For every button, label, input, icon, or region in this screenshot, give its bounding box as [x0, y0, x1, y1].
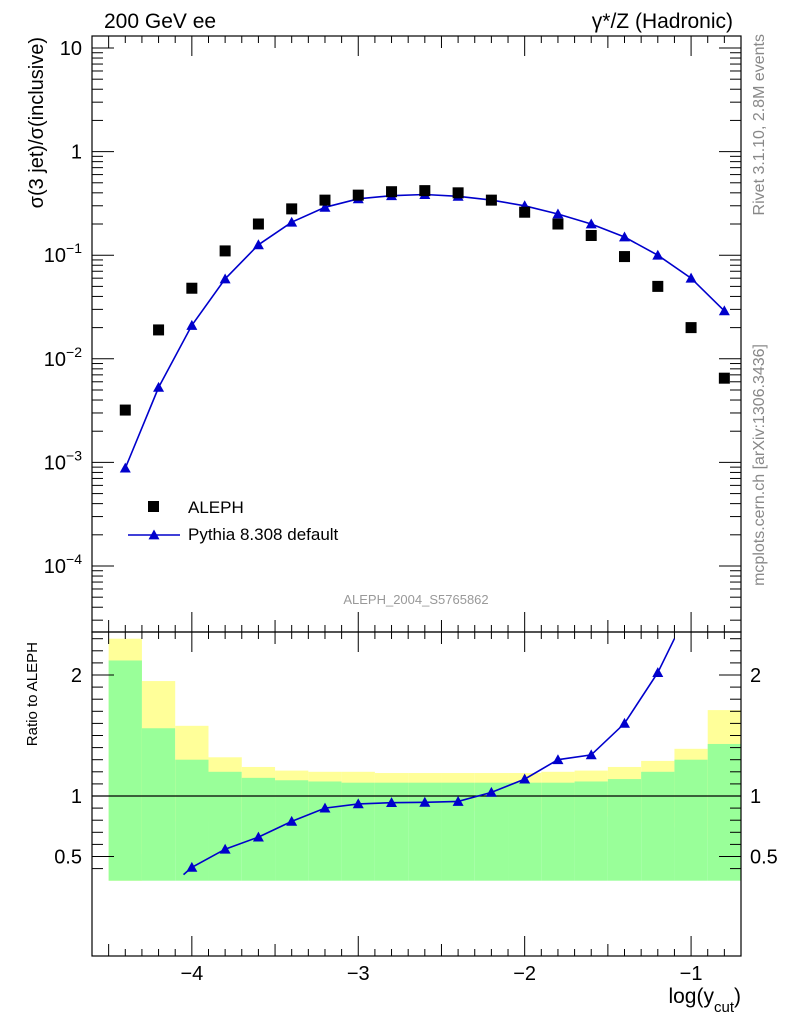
ratio-frame	[91, 631, 742, 957]
x-tick-label: −3	[347, 963, 370, 985]
data-marker	[119, 404, 131, 416]
x-tick-label: −2	[513, 963, 536, 985]
y-tick-label: 0.5	[54, 847, 82, 869]
band-inner	[707, 743, 741, 881]
mc-marker	[252, 239, 264, 250]
y-tick-label: 10−4	[44, 551, 82, 578]
x-tick-label: −1	[680, 963, 703, 985]
data-marker	[552, 218, 564, 230]
y-tick-label-right: 2	[750, 665, 761, 687]
y-tick-label: 1	[71, 786, 82, 808]
band-inner	[308, 781, 342, 881]
data-marker	[718, 372, 730, 384]
mc-marker	[286, 216, 298, 227]
legend: ALEPH Pythia 8.308 default	[128, 498, 339, 544]
legend-label-mc: Pythia 8.308 default	[188, 525, 339, 544]
mc-line	[124, 193, 725, 469]
ratio-marker	[219, 843, 231, 854]
ratio-marker	[319, 802, 331, 813]
mcplots-label: mcplots.cern.ch [arXiv:1306.3436]	[751, 344, 768, 586]
band-inner	[541, 782, 575, 881]
legend-marker-mc	[148, 529, 160, 540]
ratio-marker	[352, 798, 364, 809]
band-inner	[108, 660, 142, 881]
data-marker	[419, 185, 431, 197]
rivet-label: Rivet 3.1.10, 2.8M events	[751, 34, 768, 215]
y-tick-label: 10	[60, 38, 82, 60]
band-inner	[607, 779, 642, 881]
upper-ylabel: σ(3 jet)/σ(inclusive)	[26, 37, 48, 208]
header-right: γ*/Z (Hadronic)	[592, 10, 733, 33]
legend-marker-aleph	[148, 501, 159, 512]
band-inner	[508, 782, 542, 881]
mc-marker	[619, 231, 631, 242]
mc-marker	[153, 381, 165, 392]
data-marker	[352, 189, 364, 201]
upper-panel: 10−4 10−3 10−2 10−1 1 10 ALEPH Pythia 8.308 def…	[44, 35, 742, 633]
x-tick-label: −4	[180, 963, 203, 985]
ratio-curve	[182, 638, 676, 876]
x-axis-title: log(ycut)	[668, 985, 741, 1016]
ratio-ylabel: Ratio to ALEPH	[24, 642, 41, 746]
data-marker	[319, 194, 331, 206]
mc-marker	[219, 273, 231, 284]
legend-label-aleph: ALEPH	[188, 498, 244, 517]
ratio-marker	[419, 796, 431, 807]
data-marker	[485, 194, 497, 206]
ratio-panel: −4 −3 −2 −1 0.5 0.5 1 1 2 2	[54, 631, 778, 985]
uncertainty-bands	[108, 638, 741, 881]
y-tick-label-right: 0.5	[750, 847, 778, 869]
mc-marker	[552, 208, 564, 219]
band-inner	[474, 782, 509, 881]
data-marker	[386, 186, 398, 198]
data-marker	[452, 187, 464, 199]
mc-marker	[186, 319, 198, 330]
band-inner	[674, 759, 708, 881]
data-marker	[685, 322, 697, 334]
mc-marker	[119, 462, 131, 473]
band-inner	[341, 782, 375, 881]
ratio-marker	[186, 861, 198, 872]
mc-marker	[319, 201, 331, 212]
mc-marker	[585, 218, 597, 229]
band-inner	[275, 780, 309, 881]
ratio-marker	[652, 667, 664, 677]
band-inner	[241, 777, 276, 881]
data-marker	[252, 218, 264, 230]
analysis-label: ALEPH_2004_S5765862	[343, 592, 488, 607]
mc-marker	[685, 272, 697, 283]
data-marker	[519, 206, 531, 218]
ratio-marker	[552, 754, 564, 765]
band-inner	[641, 771, 675, 881]
data-marker	[585, 229, 597, 241]
y-tick-label: 2	[71, 665, 82, 687]
data-marker	[652, 280, 664, 292]
data-marker	[619, 251, 631, 263]
ratio-marker	[252, 831, 264, 842]
data-marker	[153, 324, 165, 336]
y-tick-label-right: 1	[750, 786, 761, 808]
ratio-marker	[286, 815, 298, 826]
ratio-marker	[452, 795, 464, 806]
ratio-marker	[386, 797, 398, 808]
y-tick-label: 10−2	[44, 344, 82, 371]
y-tick-label: 10−1	[44, 240, 82, 267]
ratio-marker	[519, 773, 531, 784]
header-left: 200 GeV ee	[104, 10, 216, 33]
ratio-marker	[485, 786, 497, 797]
band-inner	[208, 771, 242, 881]
band-inner	[141, 728, 176, 881]
data-marker	[186, 282, 198, 294]
band-inner	[574, 781, 608, 881]
mc-marker	[718, 305, 730, 316]
data-marker	[219, 245, 231, 257]
ratio-marker	[585, 749, 597, 760]
mc-marker	[652, 249, 664, 260]
ratio-marker	[619, 717, 631, 728]
y-tick-label: 1	[71, 142, 82, 164]
y-tick-label: 10−3	[44, 447, 82, 474]
data-marker	[286, 203, 298, 215]
